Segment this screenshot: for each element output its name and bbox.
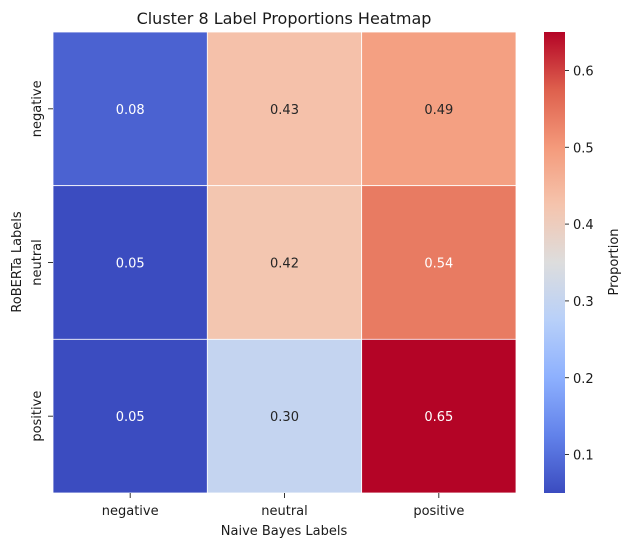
cell-value-label: 0.65 <box>424 410 453 425</box>
colorbar-tick-label: 0.1 <box>573 449 594 464</box>
heatmap-cell-neutral-neutral <box>206 185 363 340</box>
x-tick-label: positive <box>413 504 464 519</box>
heatmap-cell-positive-negative <box>52 338 208 494</box>
colorbar-ticks: 0.1 0.2 0.3 0.4 0.5 0.6 <box>565 64 594 464</box>
heatmap-cell-negative-negative <box>52 31 208 187</box>
cell-value-label: 0.05 <box>116 410 145 425</box>
colorbar-gradient <box>544 32 565 493</box>
colorbar-tick-label: 0.5 <box>573 141 594 156</box>
cell-value-label: 0.08 <box>116 103 145 118</box>
heatmap-cell-positive-neutral <box>206 338 363 494</box>
x-tick-label: negative <box>102 504 159 519</box>
y-axis-label: RoBERTa Labels <box>10 211 25 313</box>
heatmap-cells: 0.08 0.43 0.49 0.05 0.42 0.54 0.05 0.30 0.65 <box>52 31 517 494</box>
cell-value-label: 0.49 <box>424 103 453 118</box>
cell-value-label: 0.42 <box>270 257 299 272</box>
y-tick-label: neutral <box>30 239 45 286</box>
colorbar-label: Proportion <box>607 228 622 295</box>
y-tick-label: negative <box>30 80 45 137</box>
y-axis-ticks: negative neutral positive <box>30 80 53 442</box>
colorbar-tick-label: 0.3 <box>573 295 594 310</box>
cell-value-label: 0.54 <box>424 257 453 272</box>
chart-title: Cluster 8 Label Proportions Heatmap <box>137 9 432 28</box>
heatmap-cell-negative-neutral <box>206 31 363 187</box>
heatmap-cell-negative-positive <box>361 31 517 187</box>
x-axis-label: Naive Bayes Labels <box>221 524 348 539</box>
heatmap-cell-neutral-positive <box>361 185 517 340</box>
colorbar-tick-label: 0.2 <box>573 372 594 387</box>
colorbar: 0.1 0.2 0.3 0.4 0.5 0.6 Proportion <box>544 32 622 493</box>
colorbar-tick-label: 0.6 <box>573 64 594 79</box>
cell-value-label: 0.05 <box>116 257 145 272</box>
x-tick-label: neutral <box>261 504 308 519</box>
cell-value-label: 0.43 <box>270 103 299 118</box>
y-tick-label: positive <box>30 391 45 442</box>
cell-value-label: 0.30 <box>270 410 299 425</box>
heatmap-cell-neutral-negative <box>52 185 208 340</box>
colorbar-tick-label: 0.4 <box>573 218 594 233</box>
x-axis-ticks: negative neutral positive <box>102 493 464 519</box>
